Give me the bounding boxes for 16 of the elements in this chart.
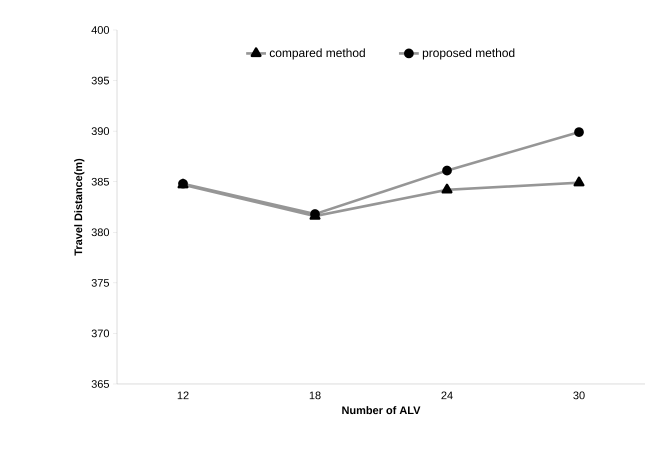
x-tick-label: 12 <box>178 392 189 400</box>
y-tick-label: 400 <box>91 26 110 34</box>
x-tick-label: 18 <box>310 392 321 400</box>
y-tick-label: 395 <box>92 76 110 84</box>
x-tick-label: 24 <box>441 392 453 400</box>
y-tick-label: 390 <box>92 127 110 136</box>
y-tick-label: 385 <box>92 178 110 186</box>
x-axis-title: Number of ALV <box>342 406 420 414</box>
y-tick-label: 365 <box>92 380 110 388</box>
x-tick-label: 30 <box>573 392 585 400</box>
legend-label: proposed method <box>422 48 514 60</box>
legend-label: compared method <box>270 48 365 60</box>
y-tick-label: 370 <box>92 330 110 338</box>
y-tick-label: 375 <box>92 278 110 287</box>
y-axis-title: Travel Distance(m) <box>74 158 84 256</box>
y-tick-label: 380 <box>92 228 110 236</box>
